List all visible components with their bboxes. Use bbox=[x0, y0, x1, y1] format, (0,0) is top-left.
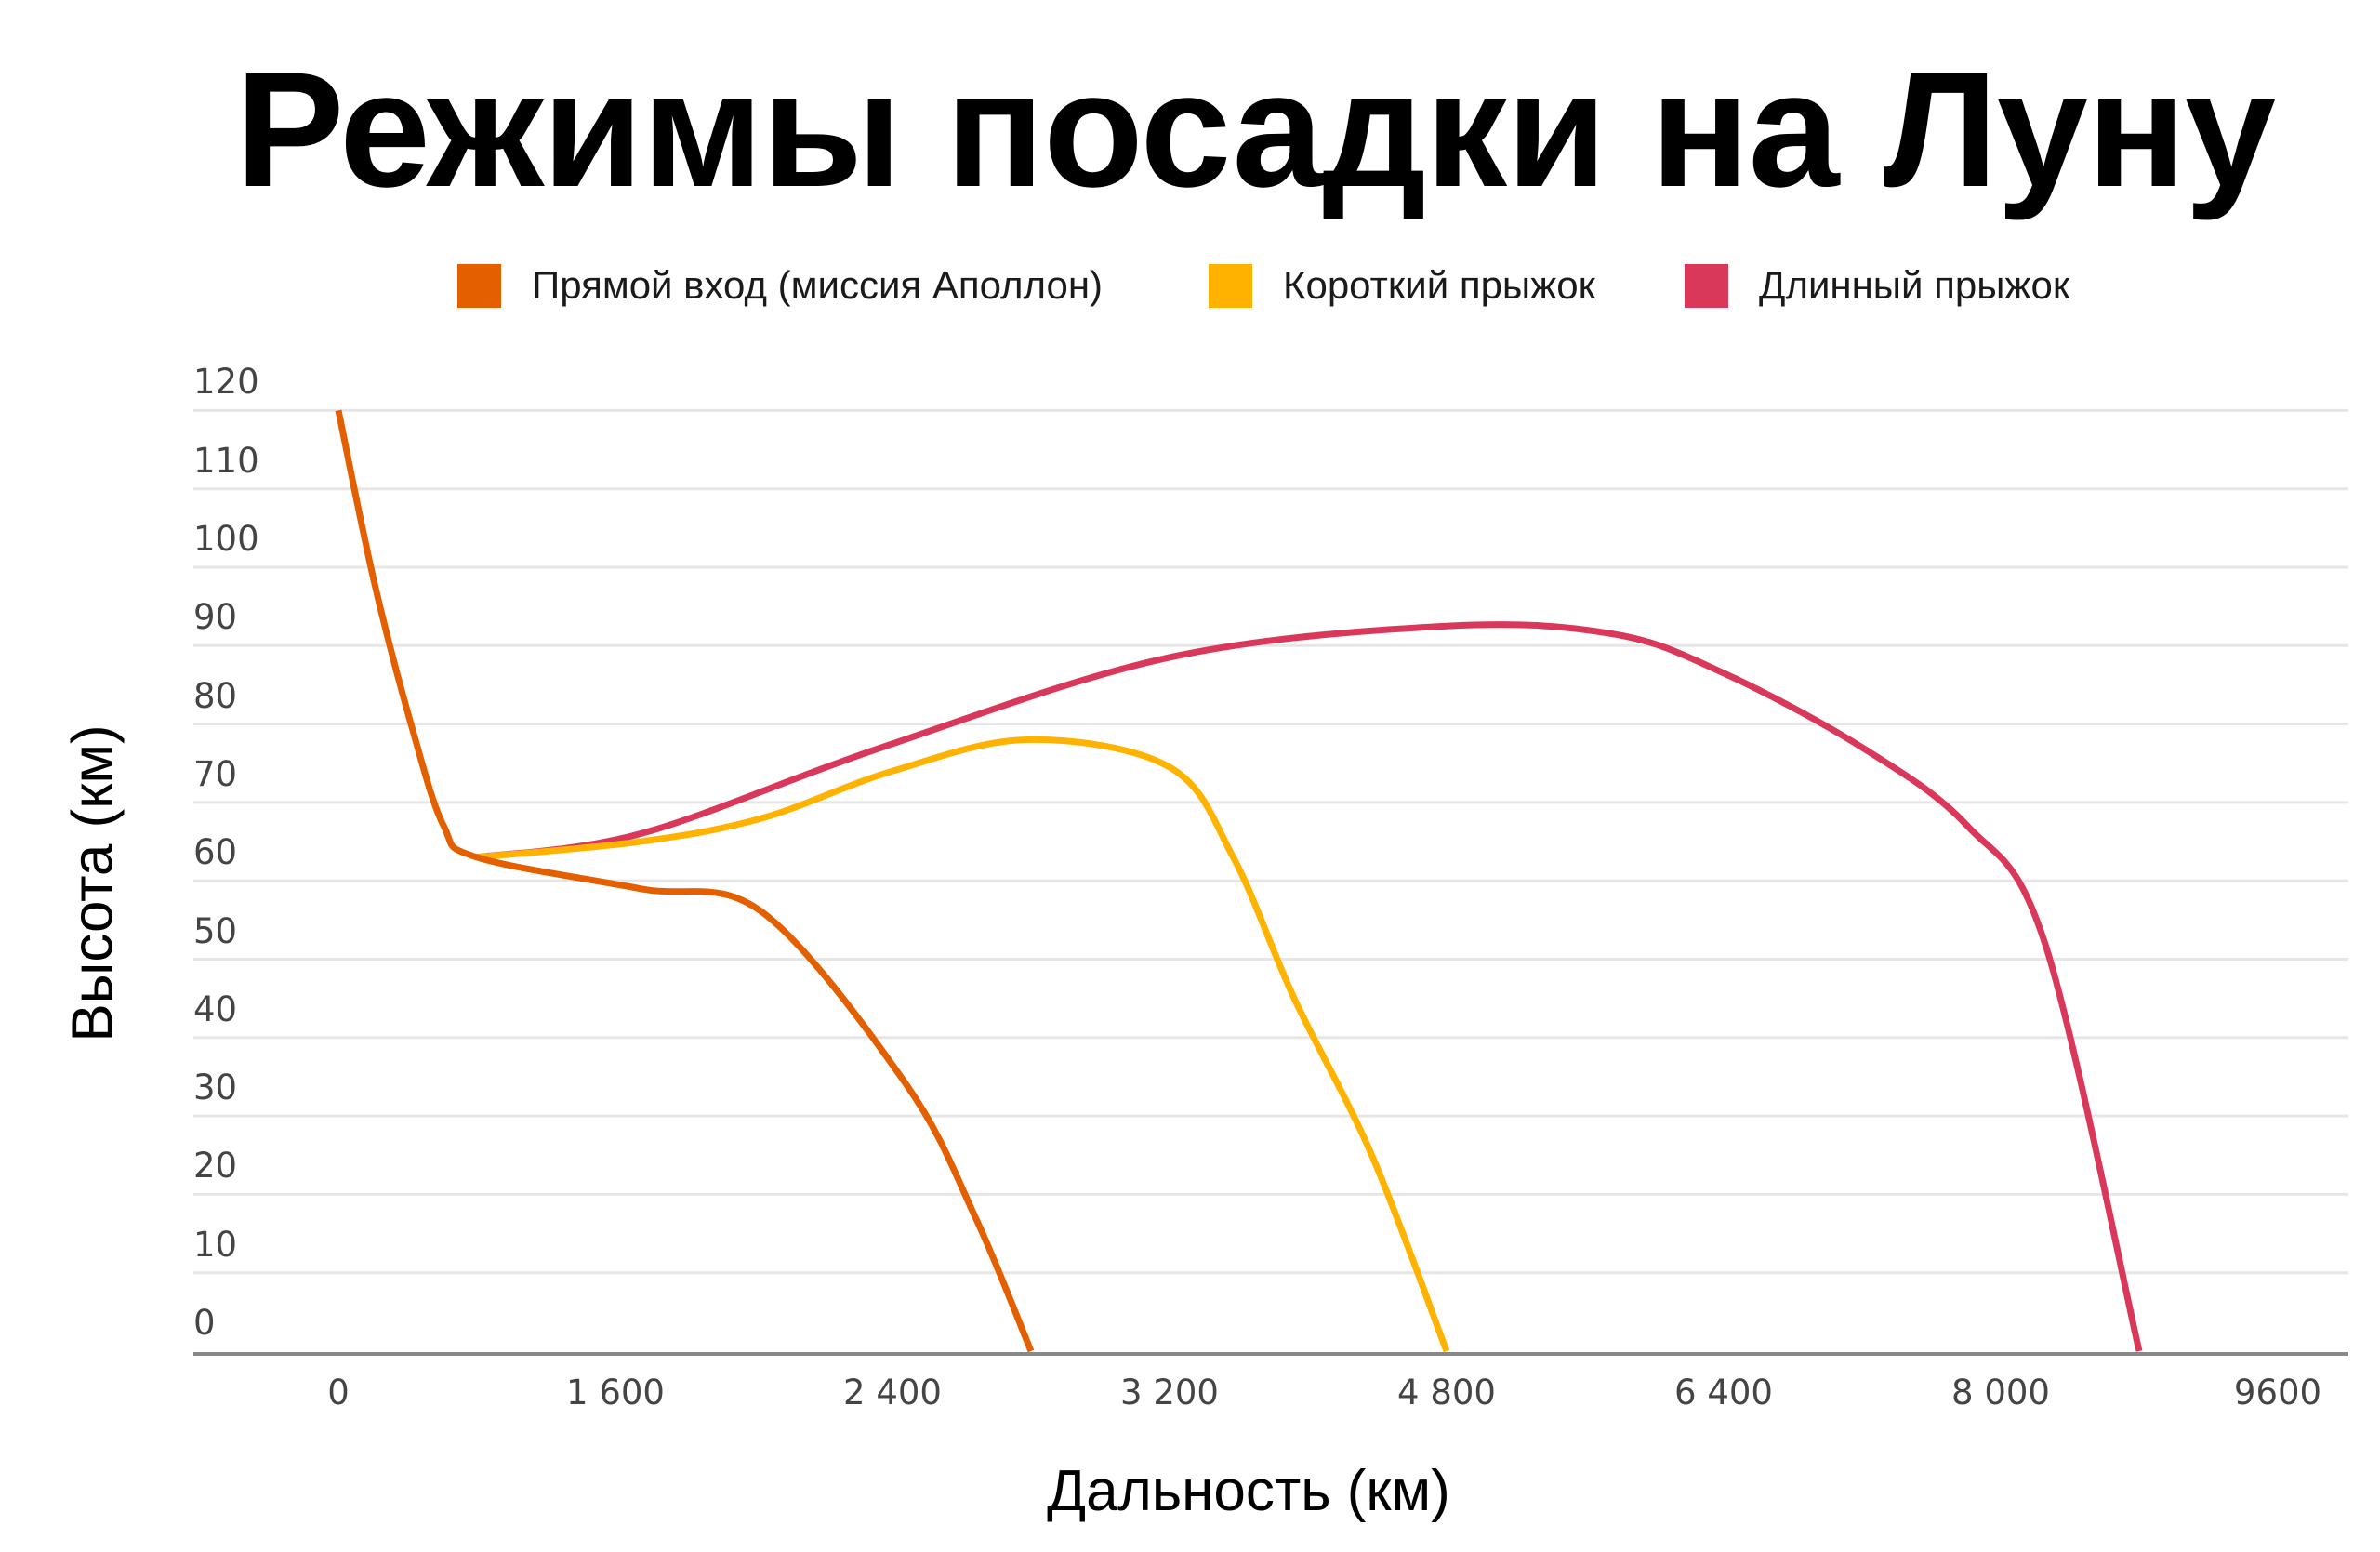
y-tick-label: 60 bbox=[193, 832, 238, 873]
series-line-short-hop bbox=[476, 736, 1450, 1353]
legend-label-direct: Прямой вход (миссия Аполлон) bbox=[532, 263, 1104, 307]
y-tick-label: 0 bbox=[193, 1303, 216, 1343]
x-tick-label: 9600 bbox=[2233, 1373, 2322, 1413]
legend-label-long-hop: Длинный прыжок bbox=[1759, 263, 2070, 307]
y-tick-label: 80 bbox=[193, 675, 238, 716]
x-tick-label: 1 600 bbox=[566, 1373, 665, 1413]
x-tick-label: 3 200 bbox=[1120, 1373, 1219, 1413]
gridlines bbox=[193, 408, 2348, 1275]
y-tick-label: 30 bbox=[193, 1068, 238, 1108]
x-tick-label: 6 400 bbox=[1674, 1373, 1773, 1413]
y-tick-label: 110 bbox=[193, 440, 259, 481]
legend-label-short-hop: Короткий прыжок bbox=[1283, 263, 1595, 307]
x-tick-label: 8 000 bbox=[1951, 1373, 2050, 1413]
y-tick-label: 40 bbox=[193, 988, 238, 1029]
x-tick-label: 4 800 bbox=[1397, 1373, 1496, 1413]
x-tick-label: 0 bbox=[327, 1373, 350, 1413]
legend-swatch-short-hop bbox=[1209, 263, 1252, 308]
y-tick-label: 120 bbox=[193, 362, 259, 403]
legend-item-direct: Прямой вход (миссия Аполлон) bbox=[457, 262, 1103, 309]
y-tick-label: 70 bbox=[193, 753, 238, 794]
legend-item-short-hop: Короткий прыжок bbox=[1209, 262, 1595, 309]
legend: Прямой вход (миссия Аполлон) Короткий пр… bbox=[0, 262, 2380, 309]
legend-item-long-hop: Длинный прыжок bbox=[1685, 262, 2069, 309]
y-tick-label: 100 bbox=[193, 519, 259, 559]
series-line-long-hop bbox=[476, 621, 2143, 1352]
y-tick-label: 20 bbox=[193, 1146, 238, 1187]
series-line-direct bbox=[335, 409, 1035, 1353]
chart-title: Режимы посадки на Луну bbox=[235, 39, 2276, 221]
y-tick-label: 10 bbox=[193, 1224, 238, 1265]
legend-swatch-long-hop bbox=[1685, 263, 1728, 308]
x-axis-label: Дальность (км) bbox=[1047, 1459, 1450, 1523]
y-tick-label: 50 bbox=[193, 910, 238, 951]
legend-swatch-direct bbox=[457, 263, 501, 308]
series-lines bbox=[335, 409, 2143, 1353]
y-tick-label: 90 bbox=[193, 597, 238, 638]
x-tick-label: 2 400 bbox=[843, 1373, 942, 1413]
